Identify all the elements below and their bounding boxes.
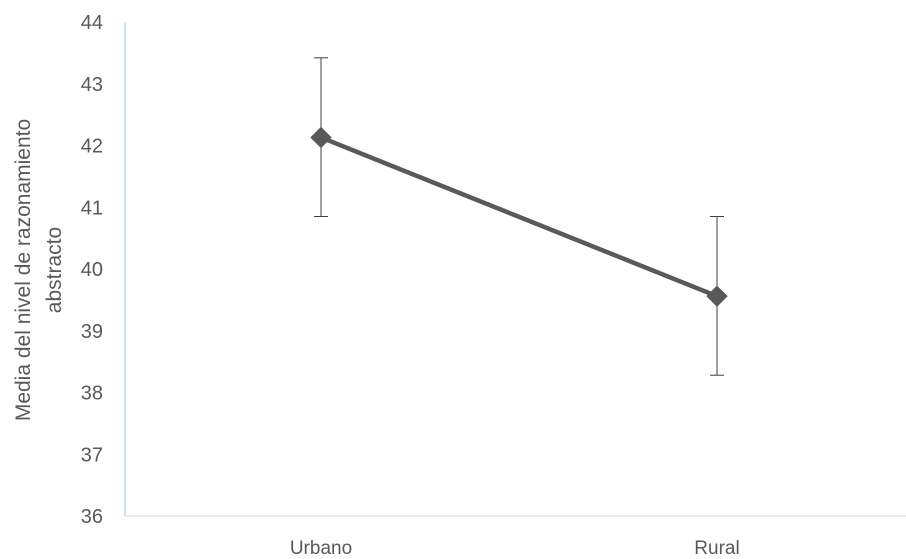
axes	[124, 22, 906, 517]
y-axis-title: Media del nivel de razonamiento abstract…	[12, 119, 66, 421]
x-tick-label: Rural	[694, 538, 739, 559]
y-tick-label: 44	[81, 12, 103, 34]
y-tick-label: 40	[81, 259, 103, 281]
y-tick-label: 37	[81, 444, 103, 466]
y-tick-labels: 36 37 38 39 40 41 42 43 44	[81, 12, 103, 528]
x-tick-labels: Urbano Rural	[290, 538, 740, 559]
y-axis-title-line-1: Media del nivel de razonamiento	[12, 119, 35, 421]
y-tick-label: 43	[81, 74, 103, 96]
y-axis-title-line-2: abstracto	[43, 227, 66, 313]
series-line	[320, 135, 718, 299]
y-tick-label: 38	[81, 383, 103, 405]
x-tick-label: Urbano	[290, 538, 352, 559]
y-tick-label: 42	[81, 136, 103, 158]
data-point-marker	[310, 126, 332, 149]
y-tick-label: 36	[81, 506, 103, 528]
data-point-marker	[706, 285, 728, 307]
series-group	[310, 126, 728, 307]
y-tick-label: 39	[81, 321, 103, 343]
y-tick-label: 41	[81, 197, 103, 219]
